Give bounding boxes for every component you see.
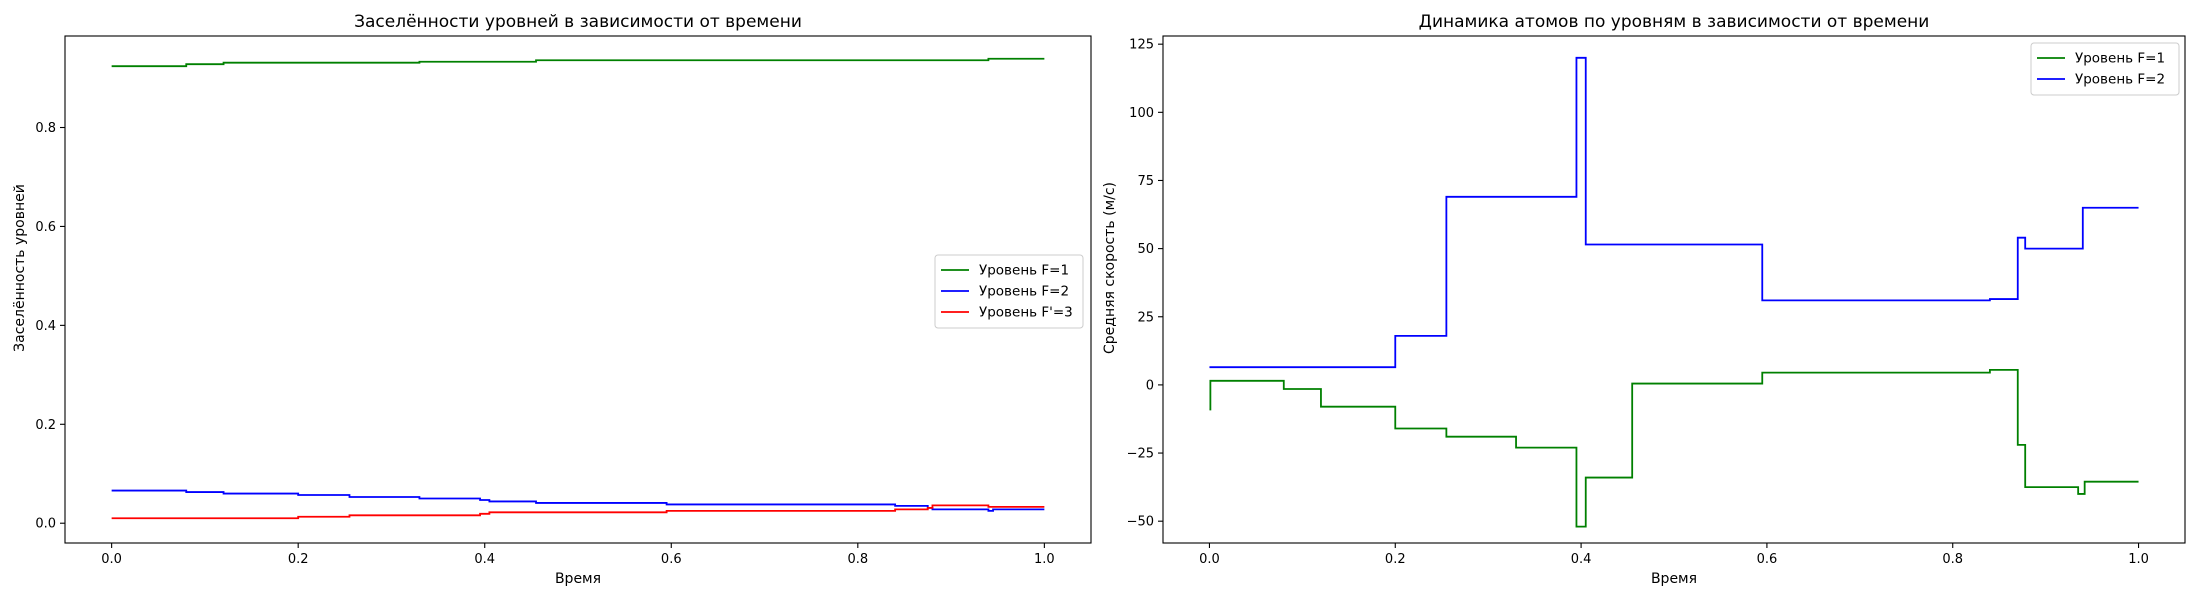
population-chart: Заселённости уровней в зависимости от вр… <box>12 12 1092 587</box>
velocity-x-tick-label: 0.6 <box>1757 552 1778 567</box>
population-series-line-1 <box>111 57 1045 68</box>
velocity-series-line-2 <box>1209 56 2139 369</box>
population-y-tick-label: 0.2 <box>35 418 56 433</box>
velocity-y-tick-label: 25 <box>1137 310 1154 325</box>
velocity-y-tick-label: 100 <box>1129 106 1154 121</box>
velocity-y-tick-label: −25 <box>1127 447 1154 462</box>
population-y-tick-label: 0.8 <box>35 121 56 136</box>
velocity-x-tick-label: 0.8 <box>1942 552 1963 567</box>
population-x-tick-label: 0.8 <box>847 552 868 567</box>
population-legend-label: Уровень F=1 <box>979 263 1069 279</box>
velocity-legend-box <box>2030 42 2180 96</box>
velocity-x-tick-label: 0.4 <box>1571 552 1592 567</box>
velocity-legend-label: Уровень F=1 <box>2075 51 2165 67</box>
population-plot-area: 0.0 0.2 0.4 0.6 0.8 1.0 0.0 0.2 0.4 0.6 0.8 Уровень… <box>35 35 1092 567</box>
velocity-y-tick-label: 0 <box>1146 378 1154 393</box>
velocity-x-tick-label: 1.0 <box>2128 552 2149 567</box>
population-y-tick-label: 0.6 <box>35 220 56 235</box>
population-y-tick-label: 0.4 <box>35 319 56 334</box>
population-chart-title: Заселённости уровней в зависимости от вр… <box>354 12 802 32</box>
velocity-plot-area: 0.0 0.2 0.4 0.6 0.8 1.0 −50 −25 0 25 50 75 100 125 Уро… <box>1127 35 2186 567</box>
population-legend: Уровень F=1 Уровень F=2 Уровень F'=3 <box>934 254 1084 329</box>
velocity-x-axis-title: Время <box>1651 571 1697 587</box>
velocity-y-tick-label: 125 <box>1129 38 1154 53</box>
velocity-legend-label: Уровень F=2 <box>2075 72 2165 88</box>
velocity-y-tick-label: −50 <box>1127 515 1154 530</box>
velocity-y-tick-label: 50 <box>1137 242 1154 257</box>
population-x-tick-label: 0.0 <box>101 552 122 567</box>
population-axes-frame <box>64 35 1092 544</box>
population-legend-box <box>934 254 1084 329</box>
population-y-tick-label: 0.0 <box>35 517 56 532</box>
velocity-x-tick-label: 0.2 <box>1385 552 1406 567</box>
velocity-axes-frame <box>1162 35 2186 544</box>
population-x-tick-label: 0.6 <box>661 552 682 567</box>
population-series-line-2 <box>111 489 1045 512</box>
velocity-legend: Уровень F=1 Уровень F=2 <box>2030 42 2180 96</box>
population-x-tick-label: 0.2 <box>288 552 309 567</box>
velocity-y-tick-label: 75 <box>1137 174 1154 189</box>
velocity-series-line-1 <box>1209 369 2139 528</box>
population-legend-label: Уровень F=2 <box>979 284 1069 300</box>
population-x-tick-label: 1.0 <box>1034 552 1055 567</box>
velocity-y-axis-title: Средняя скорость (м/с) <box>1102 182 1118 354</box>
population-x-axis-title: Время <box>555 571 601 587</box>
velocity-chart: Динамика атомов по уровням в зависимости… <box>1102 12 2186 587</box>
population-series-line-3 <box>111 504 1045 520</box>
population-x-tick-label: 0.4 <box>474 552 495 567</box>
population-legend-label: Уровень F'=3 <box>979 305 1073 321</box>
velocity-x-tick-label: 0.0 <box>1199 552 1220 567</box>
population-y-axis-title: Заселённость уровней <box>12 184 28 352</box>
velocity-chart-title: Динамика атомов по уровням в зависимости… <box>1419 12 1930 32</box>
